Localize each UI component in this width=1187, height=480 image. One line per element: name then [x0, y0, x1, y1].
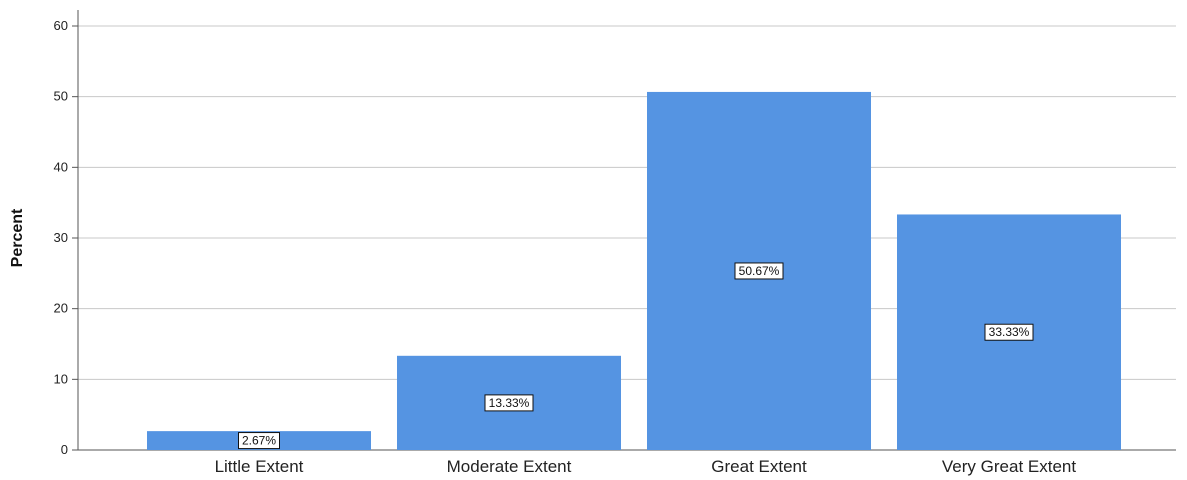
data-label-box — [484, 394, 534, 412]
data-label: 50.67% — [734, 262, 784, 280]
y-axis-ticks: 0 10 20 30 40 50 60 — [54, 18, 78, 457]
data-label: 2.67% — [238, 432, 280, 450]
data-label-box — [734, 262, 784, 280]
y-tick-label: 50 — [54, 89, 68, 104]
x-category-label: Little Extent — [215, 457, 304, 476]
data-label-box — [984, 323, 1034, 341]
data-label: 13.33% — [484, 394, 534, 412]
x-category-label: Very Great Extent — [942, 457, 1076, 476]
x-category-label: Moderate Extent — [447, 457, 572, 476]
data-label: 33.33% — [984, 323, 1034, 341]
data-label-box — [238, 432, 280, 450]
data-label-text: 13.33% — [489, 396, 530, 410]
y-tick-label: 30 — [54, 230, 68, 245]
y-tick-label: 60 — [54, 18, 68, 33]
data-label-text: 2.67% — [242, 434, 276, 448]
y-axis-label: Percent — [9, 208, 26, 267]
y-tick-label: 0 — [61, 442, 68, 457]
data-label-text: 33.33% — [989, 325, 1030, 339]
x-category-label: Great Extent — [711, 457, 807, 476]
y-tick-label: 40 — [54, 159, 68, 174]
x-axis-category-labels: Little Extent Moderate Extent Great Extent… — [215, 457, 1077, 476]
data-label-text: 50.67% — [739, 264, 780, 278]
y-tick-label: 20 — [54, 301, 68, 316]
y-tick-label: 10 — [54, 371, 68, 386]
bars: 2.67% 13.33% 50.67% 33.33% — [147, 91, 1121, 450]
